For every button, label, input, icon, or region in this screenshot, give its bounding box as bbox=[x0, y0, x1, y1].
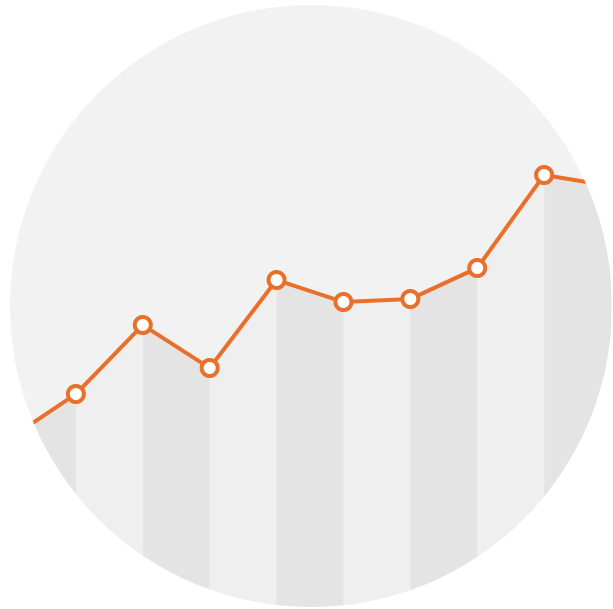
point-marker bbox=[333, 292, 354, 312]
area-band bbox=[477, 175, 545, 607]
point-marker bbox=[199, 358, 220, 378]
point-marker bbox=[132, 315, 153, 335]
point-marker bbox=[467, 258, 488, 278]
point-marker bbox=[65, 384, 86, 404]
point-marker bbox=[400, 289, 421, 309]
area-band bbox=[142, 325, 210, 607]
area-band bbox=[209, 280, 277, 607]
line bbox=[10, 173, 612, 441]
area-band bbox=[410, 268, 478, 607]
area-band bbox=[544, 175, 611, 607]
area-band bbox=[10, 394, 76, 607]
point-marker bbox=[601, 176, 612, 196]
area-band bbox=[343, 299, 411, 607]
point-marker bbox=[10, 429, 19, 449]
point-marker bbox=[266, 270, 287, 290]
point-marker bbox=[534, 165, 555, 185]
area-band bbox=[276, 280, 344, 607]
